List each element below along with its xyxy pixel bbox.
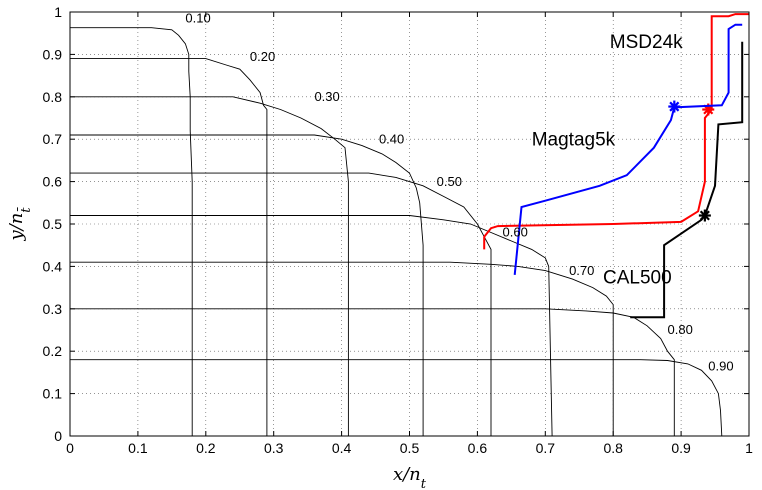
series-label: CAL500 — [603, 267, 672, 288]
contour-label: 0.60 — [503, 225, 528, 240]
contour-label: 0.80 — [668, 322, 693, 337]
x-tick-label: 0.8 — [603, 440, 623, 456]
x-tick-label: 0.9 — [671, 440, 691, 456]
x-tick-label: 0.6 — [468, 440, 488, 456]
contour-line — [70, 359, 723, 437]
contour-line — [70, 27, 193, 436]
contour-line — [70, 308, 675, 436]
series-label: MSD24k — [610, 32, 683, 53]
y-tick-label: 0.7 — [43, 131, 63, 147]
x-tick-label: 1 — [745, 440, 753, 456]
contour-label: 0.30 — [314, 89, 339, 104]
contour-line — [70, 261, 614, 436]
contour-label: 0.20 — [250, 49, 275, 64]
series-line — [483, 13, 749, 250]
y-tick-label: 0.8 — [43, 89, 63, 105]
y-tick-label: 0.5 — [43, 216, 63, 232]
contour-lines — [70, 27, 723, 437]
x-tick-label: 0.7 — [536, 440, 556, 456]
y-tick-label: 0 — [54, 428, 62, 444]
y-tick-label: 0.3 — [43, 301, 63, 317]
series-marker — [698, 209, 711, 222]
series-lines — [483, 13, 749, 319]
y-tick-label: 0.4 — [43, 258, 63, 274]
contour-line — [70, 58, 268, 436]
labels: 0 0.1 0.2 0.3 0.4 0.5 0.6 0.7 0.8 0.9 100.10.20.30… — [43, 4, 754, 456]
contour-line — [70, 215, 553, 437]
contour-label: 0.70 — [569, 263, 594, 278]
x-tick-label: 0.3 — [264, 440, 284, 456]
series-line — [513, 23, 743, 275]
x-tick-label: 0 — [66, 440, 74, 456]
contour-label: 0.40 — [379, 131, 404, 146]
contour-line — [70, 172, 492, 436]
contour-label: 0.90 — [708, 358, 733, 373]
contour-label: 0.10 — [185, 11, 210, 26]
x-tick-label: 0.2 — [196, 440, 216, 456]
y-tick-label: 0.9 — [43, 46, 63, 62]
grid — [70, 12, 749, 436]
x-tick-label: 0.5 — [400, 440, 420, 456]
y-tick-label: 1 — [54, 4, 62, 20]
x-axis-label: x/nt — [393, 464, 427, 490]
axis-ticks — [69, 11, 750, 437]
series-marker — [668, 100, 681, 113]
contour-line — [70, 96, 349, 436]
y-tick-label: 0.6 — [43, 174, 63, 190]
contour-label: 0.50 — [437, 174, 462, 189]
y-axis-label: y/nt̄ — [6, 206, 34, 241]
x-tick-label: 0.4 — [332, 440, 352, 456]
contour-line — [70, 134, 424, 436]
y-tick-label: 0.2 — [43, 343, 63, 359]
x-tick-label: 0.1 — [128, 440, 148, 456]
y-tick-label: 0.1 — [43, 386, 63, 402]
series-label: Magtag5k — [532, 130, 616, 151]
